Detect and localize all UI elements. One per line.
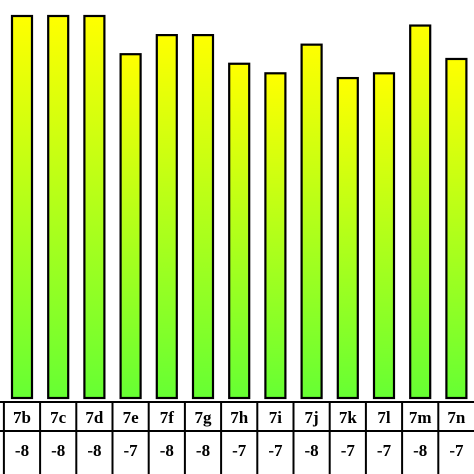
bar-7g xyxy=(191,33,215,400)
bar-7i xyxy=(264,72,287,400)
category-label: 7i xyxy=(269,408,283,427)
bar-7b xyxy=(10,14,34,400)
value-label: -7 xyxy=(232,441,247,460)
value-label: -8 xyxy=(15,441,29,460)
bar-7n xyxy=(445,57,468,400)
category-label: 7l xyxy=(377,408,391,427)
value-label: -7 xyxy=(268,441,283,460)
category-label: 7n xyxy=(447,408,466,427)
bar-7k xyxy=(336,76,359,400)
category-label: 7e xyxy=(123,408,140,427)
bar-7h xyxy=(228,62,251,400)
bar-7l xyxy=(372,72,396,400)
category-label: 7b xyxy=(13,408,31,427)
category-label: 7h xyxy=(230,408,249,427)
bar-7d xyxy=(83,14,106,400)
category-label: 7m xyxy=(409,408,432,427)
category-label: 7c xyxy=(50,408,67,427)
bar-7m xyxy=(409,24,432,400)
bar-7j xyxy=(300,43,323,400)
data-table: 7b -8 7c -8 7d -8 7e -7 7f -8 7g -8 7h -7 7i -7 7j -8 7k -7… xyxy=(0,401,474,474)
value-label: -7 xyxy=(449,441,464,460)
bar-7e xyxy=(119,53,142,400)
value-label: -7 xyxy=(377,441,392,460)
value-label: -8 xyxy=(87,441,101,460)
value-label: -8 xyxy=(51,441,65,460)
category-label: 7j xyxy=(305,408,319,427)
category-label: 7d xyxy=(85,408,104,427)
value-label: -8 xyxy=(305,441,319,460)
value-label: -8 xyxy=(413,441,427,460)
value-label: -8 xyxy=(196,441,210,460)
value-label: -7 xyxy=(124,441,139,460)
value-label: -7 xyxy=(341,441,356,460)
category-label: 7g xyxy=(195,408,213,427)
category-label: 7k xyxy=(339,408,358,427)
bar-7f xyxy=(155,33,178,400)
bar-7c xyxy=(47,14,70,400)
value-label: -8 xyxy=(160,441,174,460)
category-label: 7f xyxy=(160,408,175,427)
bars-group xyxy=(10,14,468,400)
